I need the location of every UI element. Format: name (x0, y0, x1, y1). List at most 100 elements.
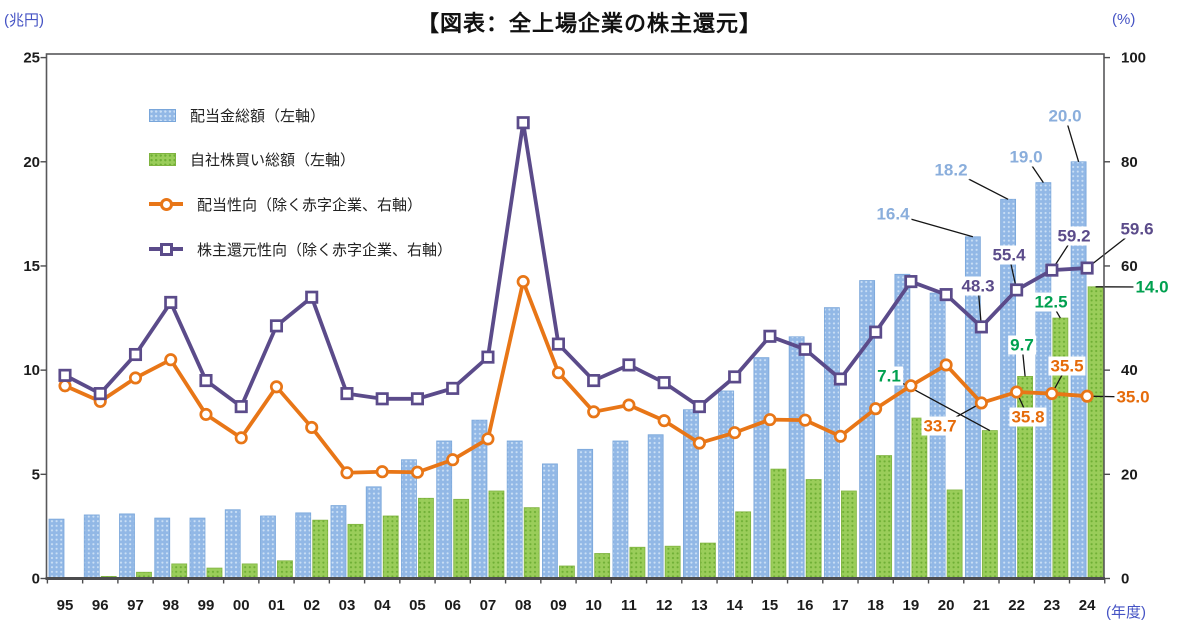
bar-dividend_total-23 (1035, 182, 1052, 579)
x-axis-label-13: 13 (691, 597, 708, 614)
marker-total_return_ratio-09 (551, 337, 565, 351)
marker-total_return_ratio-20 (939, 288, 953, 302)
x-axis-label-02: 02 (303, 597, 320, 614)
marker-total_return_ratio-13 (692, 400, 706, 414)
line-payout_ratio (63, 279, 1090, 475)
marker-total_return_ratio-00 (234, 400, 248, 414)
marker-total_return_ratio-21 (974, 320, 988, 334)
marker-payout_ratio-17 (833, 429, 847, 443)
left-axis-tick-label: 25 (23, 50, 40, 67)
x-axis-label-06: 06 (444, 597, 461, 614)
x-axis-label-20: 20 (938, 597, 955, 614)
marker-payout_ratio-23 (1045, 387, 1059, 401)
marker-total_return_ratio-08 (516, 116, 530, 130)
right-axis-tick-label: 40 (1121, 362, 1138, 379)
x-axis-label-14: 14 (726, 597, 743, 614)
marker-payout_ratio-06 (446, 453, 460, 467)
x-axis-label-01: 01 (268, 597, 285, 614)
x-axis-label-08: 08 (515, 597, 532, 614)
x-axis-label-07: 07 (480, 597, 497, 614)
annotation-leader-payout_ratio-24 (1087, 395, 1134, 398)
legend-item-dividend-total: 配当金総額（左軸） (149, 100, 325, 130)
marker-payout_ratio-21 (974, 396, 988, 410)
marker-payout_ratio-97 (128, 371, 143, 385)
marker-payout_ratio-16 (798, 413, 812, 427)
right-axis-tick-label: 60 (1121, 258, 1138, 275)
bar-buyback_total-02 (312, 519, 329, 579)
bar-buyback_total-19 (911, 417, 928, 579)
right-axis-tick-label: 0 (1121, 571, 1129, 588)
marker-total_return_ratio-04 (375, 392, 389, 406)
dividend-bar-swatch-icon (149, 108, 176, 122)
marker-total_return_ratio-96 (93, 387, 107, 401)
marker-payout_ratio-07 (481, 432, 495, 446)
legend-item-buyback-total: 自社株買い総額（左軸） (149, 144, 355, 174)
left-axis-tick-label: 5 (32, 466, 40, 483)
right-axis-tick-label: 20 (1121, 466, 1138, 483)
marker-total_return_ratio-98 (164, 295, 178, 309)
bar-buyback_total-06 (453, 498, 470, 579)
marker-total_return_ratio-18 (869, 325, 883, 339)
bar-dividend_total-24 (1070, 161, 1087, 579)
bar-dividend_total-04 (365, 486, 382, 579)
marker-payout_ratio-02 (305, 420, 319, 434)
bar-buyback_total-10 (594, 553, 611, 579)
x-axis-label-23: 23 (1044, 597, 1061, 614)
x-axis-label-98: 98 (162, 597, 179, 614)
marker-payout_ratio-19 (904, 379, 918, 393)
marker-payout_ratio-22 (1010, 385, 1024, 399)
marker-total_return_ratio-05 (410, 392, 424, 406)
marker-total_return_ratio-99 (199, 374, 213, 388)
bar-dividend_total-02 (295, 512, 312, 579)
annotation-leader-dividend_total-21 (892, 213, 974, 238)
left-axis-tick-label: 20 (23, 154, 40, 171)
marker-total_return_ratio-01 (269, 319, 284, 333)
bar-buyback_total-17 (840, 490, 857, 579)
bar-buyback_total-23 (1052, 317, 1069, 579)
x-axis-label-99: 99 (198, 597, 215, 614)
bar-buyback_total-08 (523, 507, 540, 579)
x-axis-label-24: 24 (1079, 597, 1096, 614)
marker-total_return_ratio-22 (1010, 283, 1024, 297)
bar-dividend_total-00 (224, 509, 241, 579)
bar-dividend_total-20 (929, 292, 946, 579)
bar-dividend_total-14 (718, 390, 735, 579)
marker-payout_ratio-98 (164, 353, 178, 367)
annotation-leader-dividend_total-22 (950, 169, 1009, 200)
marker-total_return_ratio-17 (833, 372, 847, 386)
marker-total_return_ratio-95 (58, 368, 72, 382)
left-axis-tick-label: 10 (23, 362, 40, 379)
marker-total_return_ratio-02 (305, 290, 319, 304)
x-axis-label-16: 16 (797, 597, 814, 614)
marker-total_return_ratio-11 (622, 358, 636, 372)
annotation-leader-dividend_total-24 (1064, 115, 1080, 162)
legend-item-total-return-ratio: 株主還元性向（除く赤字企業、右軸） (149, 234, 452, 264)
bar-dividend_total-19 (894, 273, 911, 579)
marker-payout_ratio-01 (269, 380, 284, 394)
bar-buyback_total-16 (805, 479, 822, 579)
bar-dividend_total-96 (83, 514, 100, 579)
left-axis-tick-label: 15 (23, 258, 40, 275)
x-axis-label-96: 96 (92, 597, 109, 614)
bar-dividend_total-15 (753, 357, 770, 579)
bar-dividend_total-97 (119, 513, 135, 579)
marker-payout_ratio-12 (657, 414, 671, 428)
bar-dividend_total-11 (612, 440, 629, 579)
bar-buyback_total-20 (946, 489, 963, 579)
x-axis-label-17: 17 (832, 597, 849, 614)
buyback-bar-swatch-icon (149, 152, 176, 166)
x-axis-label-00: 00 (233, 597, 250, 614)
bar-buyback_total-22 (1017, 375, 1034, 579)
x-axis-label-11: 11 (621, 597, 637, 614)
x-axis-label-95: 95 (57, 597, 74, 614)
marker-total_return_ratio-16 (798, 342, 812, 356)
bar-dividend_total-17 (823, 307, 840, 579)
marker-total_return_ratio-24 (1080, 261, 1094, 275)
bar-dividend_total-01 (260, 515, 276, 579)
bar-dividend_total-09 (542, 463, 558, 579)
marker-total_return_ratio-97 (128, 347, 143, 362)
bar-buyback_total-00 (241, 563, 258, 579)
marker-payout_ratio-18 (869, 402, 883, 416)
x-axis-label-22: 22 (1008, 597, 1025, 614)
bar-buyback_total-11 (629, 546, 646, 579)
